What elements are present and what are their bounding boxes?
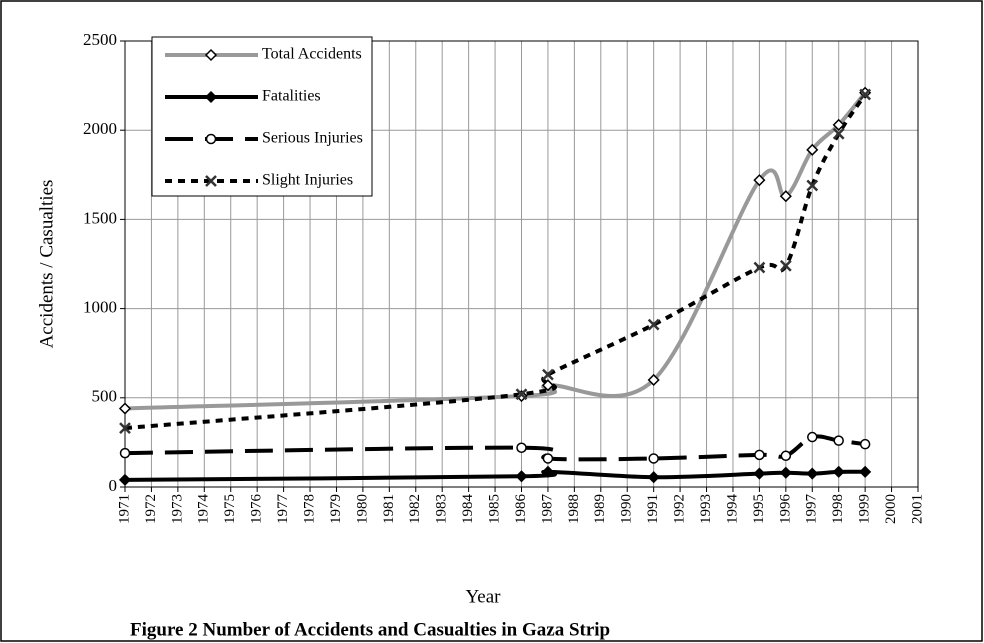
marker — [753, 467, 766, 480]
marker — [779, 259, 792, 272]
x-tick-label: 1973 — [169, 494, 185, 524]
marker — [205, 133, 217, 145]
x-tick-label: 1976 — [249, 494, 265, 525]
marker — [832, 465, 845, 478]
x-tick-label: 1982 — [407, 494, 423, 524]
legend-box — [151, 36, 373, 197]
x-tick-label: 1986 — [513, 494, 529, 525]
y-tick-label: 0 — [109, 476, 118, 495]
x-tick-label: 1978 — [301, 494, 317, 524]
legend-label: Fatalities — [262, 88, 321, 105]
x-tick-label: 1980 — [354, 494, 370, 524]
chart-title: Figure 2 Number of Accidents and Casualt… — [130, 619, 610, 640]
marker — [779, 466, 792, 479]
y-tick-label: 500 — [92, 387, 118, 406]
plot-border — [124, 40, 919, 488]
marker — [647, 318, 660, 331]
marker — [753, 174, 766, 187]
x-tick-label: 1994 — [724, 494, 740, 525]
x-tick-label: 1999 — [857, 494, 873, 524]
marker — [119, 422, 131, 435]
x-tick-label: 2001 — [909, 494, 925, 524]
marker — [118, 402, 132, 415]
marker — [541, 379, 554, 392]
marker — [648, 453, 659, 464]
marker — [832, 118, 845, 131]
marker — [779, 190, 792, 203]
x-tick-label: 1977 — [275, 494, 291, 525]
x-tick-label: 1992 — [672, 494, 688, 524]
marker — [542, 453, 554, 464]
x-tick-label: 1979 — [328, 494, 344, 524]
x-axis-label: Year — [465, 586, 501, 607]
y-tick-label: 2500 — [83, 30, 117, 49]
marker — [204, 90, 218, 104]
marker — [753, 261, 766, 274]
marker — [806, 179, 819, 192]
marker — [515, 388, 528, 401]
marker — [754, 449, 765, 461]
marker — [859, 88, 872, 101]
marker — [515, 389, 528, 403]
marker — [205, 175, 217, 187]
marker — [541, 465, 554, 478]
marker — [515, 470, 528, 483]
x-tick-label: 1983 — [434, 494, 450, 524]
marker — [204, 48, 218, 62]
x-tick-label: 1990 — [619, 494, 635, 524]
marker — [119, 447, 131, 459]
marker — [647, 373, 660, 387]
x-tick-label: 1991 — [645, 494, 661, 524]
marker — [859, 465, 872, 478]
marker — [118, 473, 132, 486]
x-tick-label: 1998 — [830, 494, 846, 524]
x-tick-label: 1974 — [196, 494, 212, 525]
marker — [647, 471, 660, 484]
x-tick-label: 1988 — [566, 494, 582, 524]
x-tick-label: 1981 — [381, 494, 397, 524]
x-tick-label: 1989 — [592, 494, 608, 524]
x-tick-label: 1975 — [222, 494, 238, 524]
y-tick-label: 1000 — [83, 298, 117, 317]
legend-label: Total Accidents — [262, 46, 362, 63]
marker — [806, 143, 819, 156]
marker — [780, 450, 792, 462]
legend-label: Slight Injuries — [262, 172, 353, 189]
series-line — [124, 93, 867, 431]
y-tick-label: 1500 — [83, 208, 117, 227]
marker — [542, 368, 554, 381]
x-tick-label: 1997 — [804, 494, 820, 525]
x-tick-label: 1985 — [487, 494, 503, 524]
legend: Total Accidents Fatalities Serious Injurie… — [151, 36, 373, 197]
x-tick-label: 1984 — [460, 494, 476, 525]
marker — [806, 467, 819, 480]
x-tick-label: 1995 — [751, 494, 767, 524]
legend-label: Serious Injuries — [262, 130, 363, 147]
x-tick-label: 1987 — [539, 494, 555, 525]
marker — [807, 431, 818, 443]
marker — [833, 435, 844, 446]
marker — [859, 438, 871, 450]
y-tick-label: 2000 — [83, 119, 117, 138]
x-tick-label: 1996 — [777, 494, 793, 525]
marker — [516, 442, 527, 454]
x-tick-label: 1971 — [116, 494, 132, 524]
x-tick-label: 2000 — [883, 494, 899, 524]
y-axis-label: Accidents / Casualties — [36, 180, 57, 349]
x-tick-label: 1993 — [698, 494, 714, 524]
x-tick-label: 1972 — [143, 494, 159, 524]
marker — [832, 127, 845, 140]
